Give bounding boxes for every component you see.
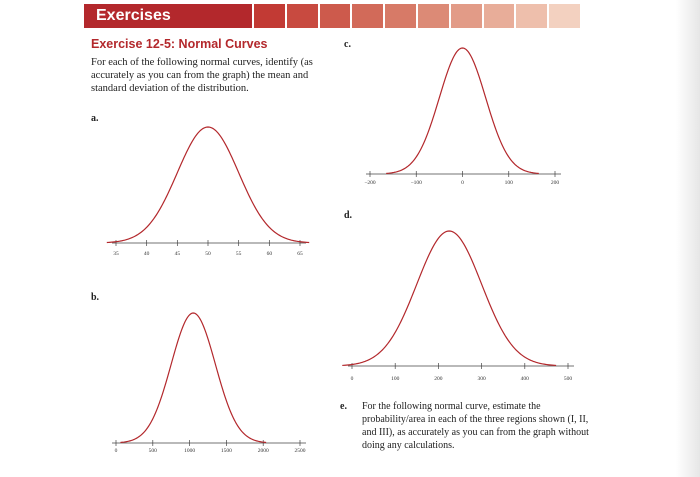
x-tick-label: 65 [297, 251, 303, 257]
x-tick-label: 1000 [184, 448, 195, 454]
x-tick-label: 500 [564, 376, 573, 382]
x-tick-label: 400 [521, 376, 530, 382]
part-e: e. For the following normal curve, estim… [340, 400, 600, 452]
banner-strip-block [286, 4, 318, 28]
x-tick-label: 0 [461, 180, 464, 186]
part-e-text: For the following normal curve, estimate… [362, 401, 589, 451]
x-tick-label: 60 [267, 251, 273, 257]
x-tick-label: 55 [236, 251, 242, 257]
part-d-label: d. [344, 210, 353, 221]
part-c-label: c. [344, 39, 351, 50]
x-tick-label: 300 [477, 376, 486, 382]
page-edge-shadow [676, 0, 700, 477]
x-tick-label: 500 [149, 448, 158, 454]
x-tick-label: −200 [364, 180, 376, 186]
banner-strip-block [549, 4, 580, 28]
banner-strip-block [450, 4, 482, 28]
normal-curve [106, 126, 310, 244]
banner-strip-block [483, 4, 515, 28]
x-tick-label: 200 [551, 180, 560, 186]
banner-strip-block [319, 4, 351, 28]
x-tick-label: 35 [113, 251, 119, 257]
normal-curve [120, 312, 267, 444]
exercise-intro: For each of the following normal curves,… [91, 57, 313, 94]
banner-strip-block [417, 4, 449, 28]
banner-strip-block [385, 4, 416, 28]
normal-curve [386, 47, 539, 175]
x-tick-label: 0 [115, 448, 118, 454]
banner-title: Exercises [84, 4, 252, 28]
x-tick-label: 40 [144, 251, 150, 257]
x-tick-label: 45 [175, 251, 181, 257]
x-tick-label: 100 [391, 376, 400, 382]
x-tick-label: −100 [411, 180, 423, 186]
x-tick-label: 1500 [221, 448, 232, 454]
x-tick-label: 100 [505, 180, 514, 186]
banner-strip-block [516, 4, 548, 28]
x-tick-label: 2000 [258, 448, 269, 454]
exercise-title: Exercise 12-5: Normal Curves [91, 37, 268, 51]
x-tick-label: 200 [434, 376, 443, 382]
banner-strip-block [254, 4, 285, 28]
banner-strip-block [352, 4, 384, 28]
x-tick-label: 0 [351, 376, 354, 382]
banner-color-strip [252, 4, 580, 28]
part-e-label: e. [340, 401, 347, 412]
x-tick-label: 50 [205, 251, 211, 257]
part-a-label: a. [91, 113, 99, 124]
part-b-label: b. [91, 292, 100, 303]
normal-curve [342, 230, 557, 367]
exercises-banner: Exercises [84, 4, 580, 28]
x-tick-label: 2500 [295, 448, 306, 454]
